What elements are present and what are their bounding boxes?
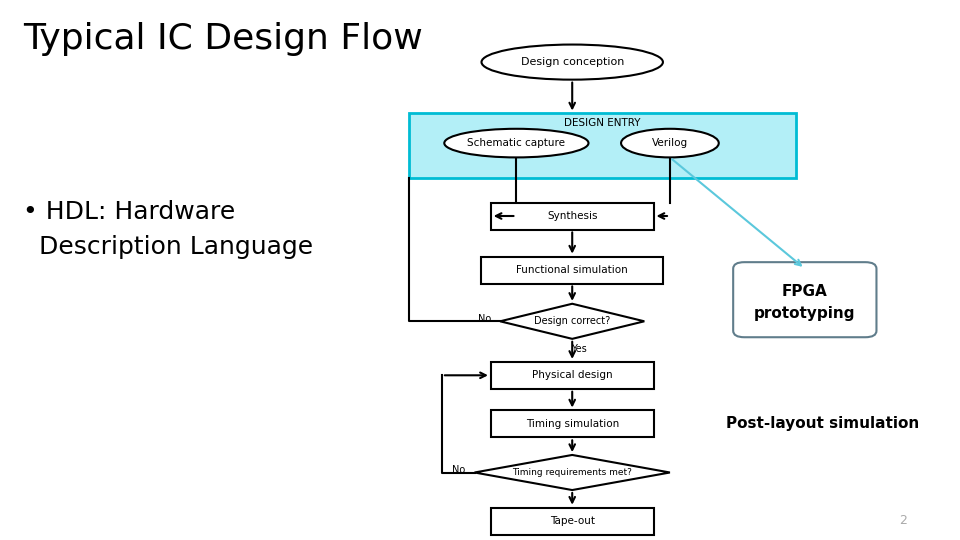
Text: 2: 2 <box>900 514 907 526</box>
Text: Post-layout simulation: Post-layout simulation <box>726 416 919 431</box>
FancyBboxPatch shape <box>409 113 796 178</box>
FancyBboxPatch shape <box>482 256 663 284</box>
Polygon shape <box>474 455 670 490</box>
Text: FPGA: FPGA <box>782 284 828 299</box>
Text: DESIGN ENTRY: DESIGN ENTRY <box>564 118 640 128</box>
Ellipse shape <box>621 129 719 158</box>
Text: Physical design: Physical design <box>532 370 612 380</box>
Polygon shape <box>500 303 644 339</box>
Text: • HDL: Hardware: • HDL: Hardware <box>23 200 235 224</box>
Text: Typical IC Design Flow: Typical IC Design Flow <box>23 22 423 56</box>
Text: Functional simulation: Functional simulation <box>516 265 628 275</box>
Text: Yes: Yes <box>571 345 587 354</box>
FancyBboxPatch shape <box>491 508 654 535</box>
Text: Verilog: Verilog <box>652 138 688 148</box>
Text: Timing requirements met?: Timing requirements met? <box>513 468 632 477</box>
Text: No: No <box>477 314 491 323</box>
Text: Synthesis: Synthesis <box>547 211 597 221</box>
Text: prototyping: prototyping <box>754 306 855 321</box>
Text: Design conception: Design conception <box>520 57 624 67</box>
Text: Tape-out: Tape-out <box>550 516 594 526</box>
Text: No: No <box>452 465 466 475</box>
Text: Description Language: Description Language <box>23 235 313 259</box>
Ellipse shape <box>482 45 663 80</box>
FancyBboxPatch shape <box>491 362 654 389</box>
Text: Design correct?: Design correct? <box>534 316 611 326</box>
Text: Schematic capture: Schematic capture <box>468 138 565 148</box>
Ellipse shape <box>444 129 588 158</box>
Text: Timing simulation: Timing simulation <box>525 419 619 429</box>
FancyBboxPatch shape <box>733 262 876 337</box>
FancyBboxPatch shape <box>491 202 654 230</box>
FancyBboxPatch shape <box>491 410 654 437</box>
